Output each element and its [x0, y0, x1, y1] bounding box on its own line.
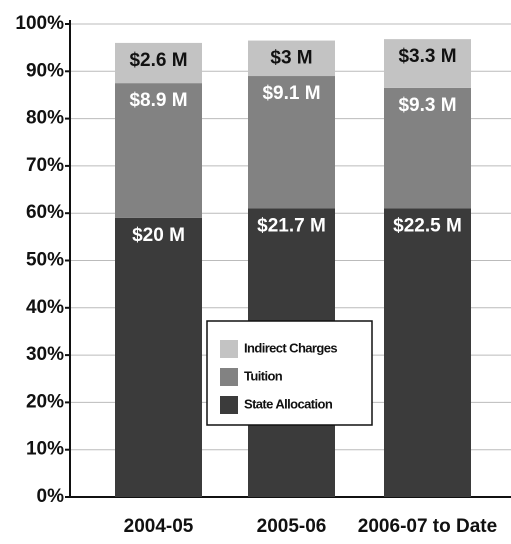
- legend-label: State Allocation: [244, 396, 333, 411]
- bar-segment: [384, 208, 471, 497]
- segment-label: $9.1 M: [262, 83, 320, 104]
- segment-label: $20 M: [132, 225, 185, 246]
- y-tick-label: 100%: [15, 13, 64, 34]
- segment-label: $8.9 M: [129, 90, 187, 111]
- x-tick-label: 2006-07 to Date: [358, 516, 497, 537]
- segment-label: $2.6 M: [129, 50, 187, 71]
- bar-segment: [384, 39, 471, 88]
- legend-swatch: [220, 368, 238, 386]
- segment-label: $3.3 M: [398, 46, 456, 67]
- y-tick-label: 80%: [26, 108, 64, 129]
- bar-segment: [384, 87, 471, 209]
- y-tick-label: 70%: [26, 155, 64, 176]
- legend-label: Tuition: [244, 368, 283, 383]
- legend-label: Indirect Charges: [244, 340, 337, 355]
- bar-segment: [248, 76, 335, 209]
- bar-segment: [115, 217, 202, 497]
- y-tick-label: 20%: [26, 391, 64, 412]
- bar-segment: [115, 42, 202, 84]
- y-tick-label: 60%: [26, 202, 64, 223]
- y-tick-label: 10%: [26, 439, 64, 460]
- y-tick-label: 90%: [26, 60, 64, 81]
- y-tick-label: 50%: [26, 250, 64, 271]
- x-tick-label: 2005-06: [257, 516, 327, 537]
- legend: Indirect Charges Tuition State Allocation: [206, 320, 373, 426]
- segment-label: $22.5 M: [393, 215, 462, 236]
- segment-label: $9.3 M: [398, 95, 456, 116]
- y-tick-label: 30%: [26, 344, 64, 365]
- segment-label: $3 M: [270, 48, 312, 69]
- bar-segment: [248, 40, 335, 77]
- segment-label: $21.7 M: [257, 215, 326, 236]
- x-tick-label: 2004-05: [124, 516, 194, 537]
- y-tick-label: 40%: [26, 297, 64, 318]
- bar-segment: [115, 83, 202, 218]
- legend-swatch: [220, 340, 238, 358]
- y-tick-label: 0%: [37, 486, 65, 507]
- legend-swatch: [220, 396, 238, 414]
